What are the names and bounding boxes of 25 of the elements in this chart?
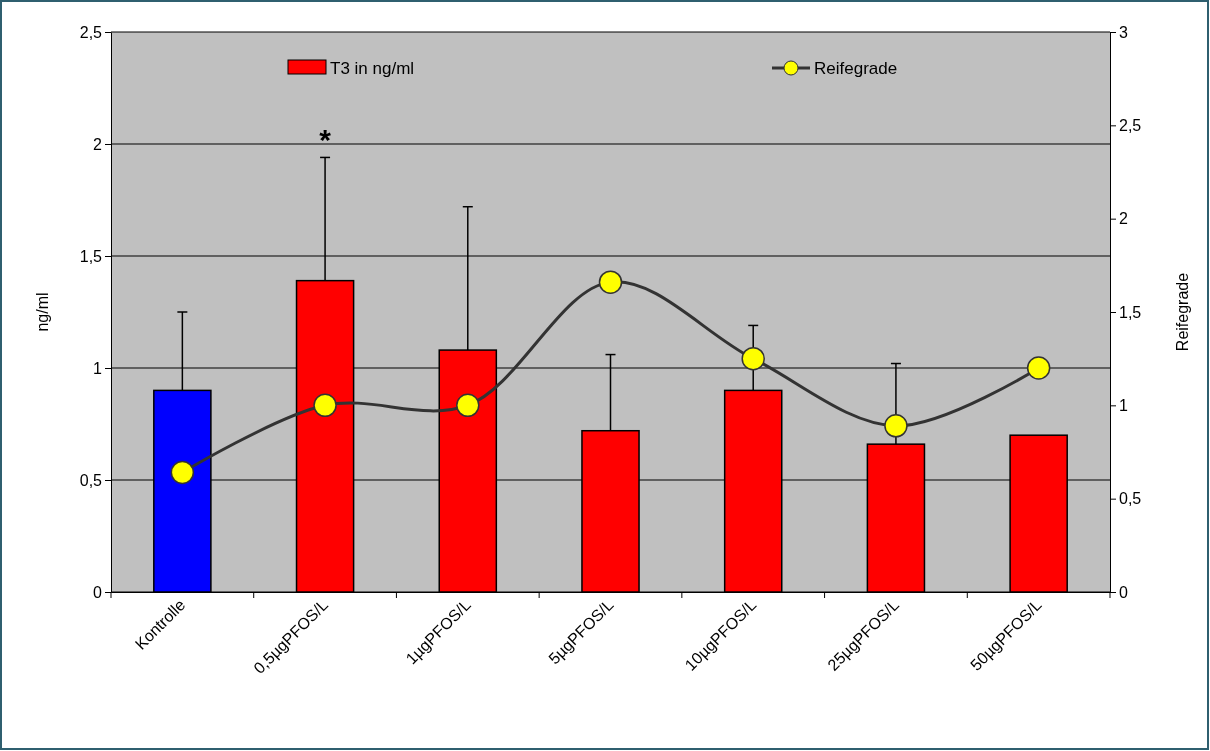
y2-tick-label: 3 (1119, 23, 1128, 41)
y-tick-label: 0,5 (79, 471, 103, 489)
y2-tick-label: 1 (1119, 396, 1128, 414)
y2-axis-title: Reifegrade (1174, 272, 1191, 352)
y-tick-label: 2,5 (79, 23, 103, 41)
y-tick-label: 1 (93, 359, 103, 377)
y-tick-label: 2 (93, 135, 103, 153)
point (1026, 356, 1051, 380)
annotation: * (319, 123, 332, 156)
y-tick-label: 1,5 (79, 247, 103, 265)
point (741, 346, 765, 371)
y2-tick-label: 0,5 (1119, 490, 1142, 508)
point (170, 460, 195, 485)
y2-tick-label: 2,5 (1119, 116, 1142, 134)
point (884, 414, 908, 438)
y-tick-label: 0 (93, 583, 103, 601)
y2-tick-label: 2 (1119, 210, 1128, 228)
point (598, 270, 623, 294)
legend-label: Reifegrade (814, 59, 898, 78)
legend-label: T3 in ng/ml (330, 59, 415, 78)
y2-tick-label: 0 (1119, 583, 1128, 601)
y-axis-title: ng/ml (34, 292, 51, 332)
y2-tick-label: 1,5 (1119, 303, 1142, 321)
point (456, 393, 480, 418)
point (313, 393, 337, 418)
